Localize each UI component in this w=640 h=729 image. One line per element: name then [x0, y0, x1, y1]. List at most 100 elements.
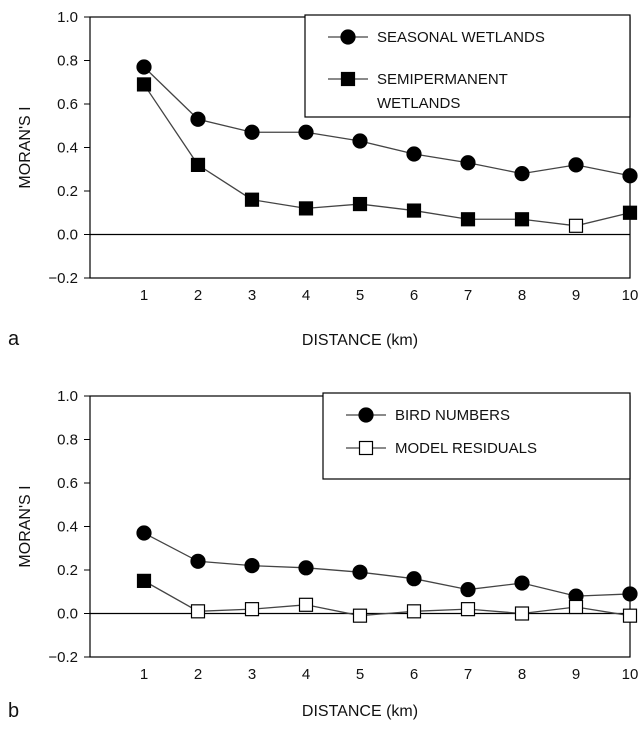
panel-label: a [8, 328, 20, 350]
x-tick-label: 2 [194, 287, 202, 304]
data-point [514, 166, 530, 182]
series-model-residuals [136, 573, 638, 623]
y-axis-title: MORAN'S I [17, 106, 34, 188]
x-tick-label: 3 [248, 666, 256, 683]
data-point [244, 602, 260, 617]
data-point [352, 133, 368, 149]
x-tick-label: 1 [140, 666, 148, 683]
chart-panel-a: 1.0 0.8 0.6 0.4 0.2 0.0 −0.2 1 2 3 4 5 6 7 8 9 10 DISTANC… [8, 9, 638, 350]
x-tick-label: 5 [356, 666, 364, 683]
data-point [190, 604, 206, 619]
legend-marker [358, 407, 374, 423]
y-tick-label: 1.0 [57, 9, 78, 26]
data-point [190, 553, 206, 569]
data-point [352, 196, 368, 212]
data-point [298, 124, 314, 140]
data-point [352, 564, 368, 580]
data-point [622, 586, 638, 602]
data-point [136, 59, 152, 75]
legend-marker [340, 71, 356, 87]
data-point [622, 205, 638, 220]
data-point [190, 157, 206, 172]
data-point [136, 77, 152, 92]
series-line [143, 84, 631, 227]
y-tick-label: 0.8 [57, 53, 78, 70]
data-point [244, 558, 260, 574]
legend-box [322, 392, 631, 480]
data-point [406, 604, 422, 619]
series-bird-numbers [136, 525, 638, 604]
y-tick-label: 0.4 [57, 519, 78, 536]
data-point [622, 608, 638, 623]
data-point [406, 146, 422, 162]
y-tick-label: 0.0 [57, 227, 78, 244]
data-point [568, 599, 584, 615]
legend-label: MODEL RESIDUALS [395, 440, 537, 457]
y-tick-label: 0.2 [57, 562, 78, 579]
data-point [514, 606, 530, 621]
data-point [460, 212, 476, 227]
data-point [406, 203, 422, 218]
data-point [514, 212, 530, 227]
x-tick-label: 3 [248, 287, 256, 304]
x-tick-label: 7 [464, 287, 472, 304]
y-tick-label: −0.2 [48, 270, 78, 287]
x-tick-label: 10 [622, 287, 639, 304]
legend-label: BIRD NUMBERS [395, 407, 510, 424]
x-tick-label: 10 [622, 666, 639, 683]
data-point [298, 560, 314, 576]
series-semipermanent-wetlands [136, 77, 638, 233]
panel-label: b [8, 700, 19, 722]
y-tick-label: 1.0 [57, 388, 78, 405]
x-axis-title: DISTANCE (km) [302, 332, 418, 349]
legend-label: WETLANDS [377, 95, 460, 112]
data-point [460, 581, 476, 598]
data-point [244, 192, 260, 207]
legend-box [304, 14, 631, 118]
data-point [622, 168, 638, 184]
data-point [136, 573, 152, 588]
series-line [143, 66, 631, 177]
x-tick-label: 5 [356, 287, 364, 304]
x-tick-label: 4 [302, 287, 310, 304]
data-point [460, 155, 476, 171]
data-point [514, 575, 530, 591]
x-tick-label: 6 [410, 666, 418, 683]
data-point [406, 571, 422, 587]
y-tick-label: −0.2 [48, 649, 78, 666]
legend: SEASONAL WETLANDS SEMIPERMANENT WETLANDS [304, 14, 631, 118]
data-point [190, 111, 206, 127]
series-seasonal-wetlands [136, 59, 638, 184]
x-tick-label: 9 [572, 666, 580, 683]
x-tick-label: 8 [518, 666, 526, 683]
y-tick-label: 0.4 [57, 140, 78, 157]
data-point [568, 218, 584, 233]
x-tick-label: 7 [464, 666, 472, 683]
data-point [568, 157, 584, 173]
y-tick-label: 0.0 [57, 606, 78, 623]
data-point [460, 602, 476, 617]
x-axis-title: DISTANCE (km) [302, 703, 418, 720]
x-tick-label: 8 [518, 287, 526, 304]
series-line [143, 580, 631, 617]
data-point [298, 597, 314, 612]
x-tick-label: 4 [302, 666, 310, 683]
y-tick-label: 0.6 [57, 96, 78, 113]
y-tick-label: 0.8 [57, 432, 78, 449]
legend-label: SEASONAL WETLANDS [377, 29, 545, 46]
y-tick-label: 0.6 [57, 475, 78, 492]
y-axis-title: MORAN'S I [17, 485, 34, 567]
data-point [244, 124, 260, 140]
x-tick-label: 9 [572, 287, 580, 304]
legend-marker [358, 440, 374, 456]
legend-marker [340, 29, 356, 45]
data-point [136, 525, 152, 541]
series-line [143, 532, 631, 597]
data-point [298, 201, 314, 216]
data-point [352, 608, 368, 623]
x-tick-label: 6 [410, 287, 418, 304]
x-tick-label: 2 [194, 666, 202, 683]
legend-label: SEMIPERMANENT [377, 71, 508, 88]
